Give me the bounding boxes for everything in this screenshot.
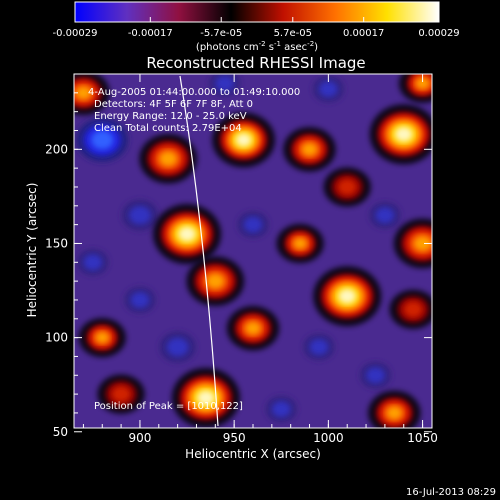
y-axis-label: Heliocentric Y (arcsec) — [25, 183, 39, 318]
y-tick-label: 100 — [45, 331, 68, 345]
heatmap-blob — [283, 127, 336, 172]
annotation-peak: Position of Peak = [1010,122] — [94, 401, 243, 412]
heatmap-blob — [359, 362, 392, 389]
heatmap-blob — [303, 333, 335, 361]
colorbar — [74, 1, 440, 23]
heatmap-blob — [368, 390, 421, 428]
annotation-detectors: Detectors: 4F 5F 6F 7F 8F, Att 0 — [94, 99, 253, 110]
chart-title: Reconstructed RHESSI Image — [146, 54, 365, 72]
axes: 900 950 1000 1050 50 100 150 200 — [45, 73, 438, 445]
x-tick-label: 1000 — [313, 431, 344, 445]
heatmap-blob — [369, 104, 432, 165]
x-tick-label: 900 — [128, 431, 151, 445]
colorbar-tick-label: -5.7e-05 — [200, 28, 242, 39]
annotation-clean: Clean Total counts: 2.79E+04 — [94, 123, 242, 134]
colorbar-tick-label: -0.00017 — [128, 28, 173, 39]
heatmap-blob — [139, 133, 198, 184]
heatmap-blob — [77, 249, 109, 276]
y-tick-label: 50 — [53, 425, 68, 439]
heatmap-blob — [171, 367, 240, 428]
heatmap-blob — [393, 218, 432, 269]
heatmap-blob — [313, 266, 382, 327]
colorbar-units: (photons cm-2 s-1 asec-2) — [196, 40, 318, 53]
colorbar-tick-label: 5.7e-05 — [274, 28, 312, 39]
y-tick-label: 200 — [45, 142, 68, 156]
heatmap-blob — [226, 306, 280, 351]
heatmap-blob — [153, 204, 222, 265]
x-tick-label: 1050 — [407, 431, 438, 445]
heatmap-blob — [323, 167, 371, 207]
colorbar-tick-label: 0.00017 — [343, 28, 384, 39]
solar-limb-line — [179, 75, 219, 427]
heatmap-blob — [124, 286, 156, 314]
colorbar-ticks: -0.00029 -0.00017 -5.7e-05 5.7e-05 0.00017 0.… — [53, 17, 460, 39]
heatmap-blob — [209, 74, 241, 97]
colorbar-tick-label: -0.00029 — [53, 28, 98, 39]
colorbar-tick-label: 0.00029 — [418, 28, 459, 39]
heatmap-blob — [312, 75, 344, 103]
annotation-time: 4-Aug-2005 01:44:00.000 to 01:49:10.000 — [88, 87, 300, 98]
heatmap-blob — [159, 331, 196, 363]
y-tick-label: 150 — [45, 236, 68, 250]
heatmap-blob — [76, 117, 129, 163]
heatmap-blob — [78, 318, 126, 358]
heatmap-blob — [389, 289, 432, 329]
footer-date: 16-Jul-2013 08:29 — [406, 487, 496, 498]
annotation-energy: Energy Range: 12.0 - 25.0 keV — [94, 111, 247, 122]
heatmap-blob — [186, 256, 245, 306]
heatmap-blob — [265, 395, 297, 423]
x-tick-label: 950 — [223, 431, 246, 445]
heatmap-blob — [121, 199, 159, 231]
heatmap-blob — [212, 112, 275, 168]
x-axis-label: Heliocentric X (arcsec) — [185, 447, 321, 461]
heatmap-blob — [97, 374, 145, 414]
heatmap-blob — [369, 201, 401, 229]
heatmap-image — [74, 74, 432, 428]
heatmap-blob — [398, 74, 432, 104]
heatmap-blob — [237, 211, 269, 238]
heatmap-blob — [74, 74, 110, 116]
heatmap-blob — [276, 223, 324, 264]
